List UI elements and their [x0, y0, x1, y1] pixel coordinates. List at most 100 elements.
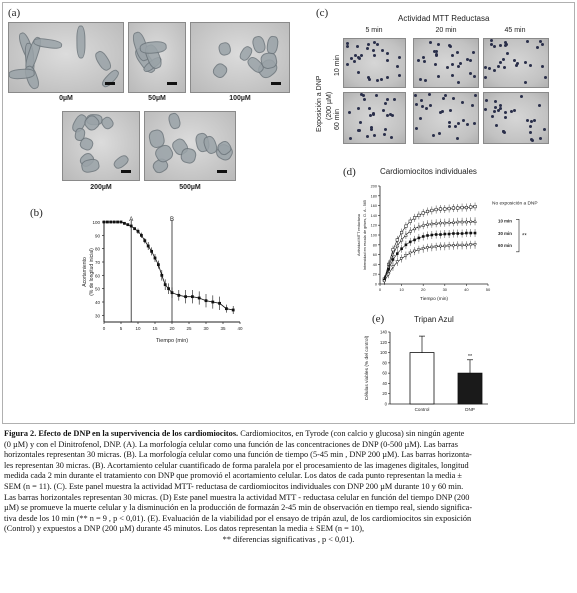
formazan-dot	[366, 47, 370, 51]
x-axis-label: Tiempo (min)	[420, 296, 448, 302]
formazan-dot	[456, 81, 460, 85]
formazan-dot	[543, 76, 547, 80]
data-point	[170, 291, 174, 295]
data-point	[395, 252, 399, 255]
panel-c-letter: (c)	[316, 7, 329, 19]
data-point	[443, 232, 447, 236]
series-line	[104, 221, 234, 311]
data-point	[456, 232, 460, 235]
formazan-dot	[421, 104, 425, 108]
conc-label-0: 0µM	[59, 95, 73, 102]
panel-a-letter: (a)	[8, 7, 21, 19]
panel-e-letter: (e)	[372, 313, 385, 325]
data-point	[447, 232, 451, 236]
data-point	[231, 308, 235, 312]
data-point	[153, 256, 157, 260]
formazan-dot	[465, 58, 469, 62]
data-point	[447, 206, 451, 211]
formazan-dot	[489, 42, 493, 46]
series-label-3: 60 min	[498, 243, 512, 248]
y-tick-label: 140	[380, 330, 388, 335]
data-point	[412, 226, 417, 231]
formazan-dot	[358, 128, 362, 132]
data-point	[425, 222, 430, 226]
x-tick-label: 35	[220, 326, 226, 331]
formazan-dot	[484, 107, 488, 111]
data-point	[133, 227, 136, 231]
data-point	[382, 279, 387, 284]
panel-b-letter: (b)	[30, 207, 43, 219]
formazan-dot	[450, 53, 454, 57]
data-point	[400, 231, 404, 235]
formazan-dot	[492, 45, 496, 49]
formazan-dot	[423, 79, 427, 83]
y-tick-label: 140	[371, 214, 377, 218]
formazan-dot	[487, 66, 491, 70]
data-point	[211, 300, 215, 304]
formazan-dot	[354, 54, 358, 58]
data-point	[426, 234, 429, 237]
formazan-dot	[366, 134, 370, 138]
significance-mark: **	[468, 354, 473, 360]
data-point	[106, 220, 109, 224]
formazan-dot	[345, 62, 349, 66]
formazan-dot	[536, 46, 540, 50]
data-point	[468, 243, 473, 247]
data-point	[129, 224, 133, 228]
caption-line-2: horizontales representan 30 micras. (B).…	[4, 450, 472, 460]
formazan-dot	[395, 65, 399, 69]
y-tick-label: 120	[380, 340, 388, 345]
formazan-dot	[389, 135, 393, 139]
marker-b-label: B	[170, 217, 174, 223]
category-label-0: Control	[415, 407, 430, 412]
formazan-dot	[448, 44, 452, 48]
conc-label-50: 50µM	[148, 95, 166, 102]
mtt-10-45	[483, 38, 549, 88]
formazan-dot	[513, 59, 517, 63]
formazan-dot	[445, 65, 449, 69]
data-point	[140, 233, 143, 237]
formazan-dot	[356, 128, 360, 132]
formazan-dot	[466, 123, 470, 127]
y-axis-label-1: Actividad MTT reductasa	[357, 213, 361, 256]
y-tick-label: 100	[371, 234, 377, 238]
formazan-dot	[528, 124, 532, 128]
figure-frame	[2, 2, 575, 424]
y-tick-label: 20	[382, 391, 387, 396]
y-axis-label-2: Intensidad en escala de grises, D. A.. 5…	[363, 200, 367, 270]
formazan-dot	[386, 52, 390, 56]
caption-line-7: µM) se promueve la muerte celular y la d…	[4, 503, 473, 513]
formazan-dot	[447, 121, 451, 125]
formazan-dot	[473, 93, 477, 97]
formazan-dot	[450, 62, 454, 66]
micrograph-0uM	[8, 22, 124, 93]
formazan-dot	[422, 55, 426, 59]
data-point	[464, 219, 469, 224]
formazan-dot	[390, 114, 394, 118]
panel-c-title: Actividad MTT Reductasa	[398, 14, 490, 23]
scale-bar	[271, 82, 281, 85]
formazan-dot	[515, 62, 519, 66]
chart-e: 0 20 40 60 80 100 120 140 Control DNP ** Células vi…	[364, 330, 488, 412]
formazan-dot	[428, 93, 432, 97]
significance-mark: **	[522, 234, 527, 240]
formazan-dot	[539, 136, 543, 140]
formazan-dot	[540, 42, 544, 46]
formazan-dot	[529, 131, 532, 135]
cardiomyocyte-cell	[111, 153, 131, 172]
data-point	[456, 206, 460, 210]
series-line-0	[384, 206, 476, 280]
y-tick-label: 30	[95, 313, 101, 318]
data-point	[473, 205, 477, 209]
formazan-dot	[383, 132, 387, 136]
data-point	[404, 243, 408, 247]
data-point	[434, 245, 439, 249]
data-point	[429, 245, 434, 250]
bar-dnp	[457, 372, 483, 405]
formazan-dot	[369, 127, 373, 131]
formazan-dot	[499, 104, 503, 108]
series-line-3	[384, 244, 475, 282]
formazan-dot	[414, 127, 418, 131]
y-tick-label: 100	[380, 350, 388, 355]
data-point	[473, 219, 477, 223]
